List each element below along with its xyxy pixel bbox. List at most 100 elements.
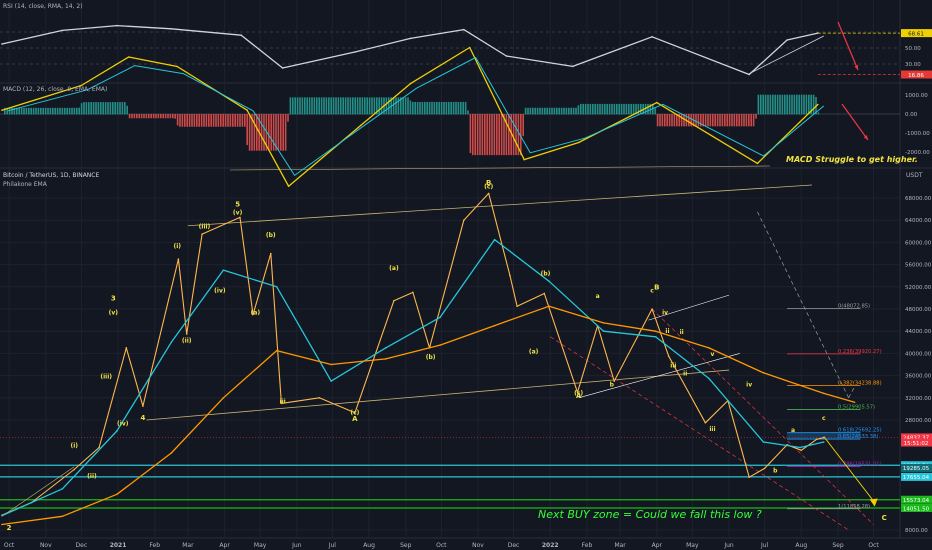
- macd-histogram-bar: [356, 97, 359, 115]
- series-point: [61, 515, 64, 518]
- series-point: [822, 436, 825, 439]
- macd-histogram-bar: [558, 107, 560, 115]
- macd-histogram-bar: [20, 107, 23, 115]
- macd-histogram-bar: [186, 114, 188, 127]
- macd-histogram-bar: [536, 107, 539, 115]
- series-point: [252, 313, 254, 316]
- price-axis-tick-label: 44000.00: [905, 329, 932, 335]
- macd-histogram-bar: [116, 102, 119, 115]
- macd-histogram-bar: [296, 97, 299, 115]
- series-point: [359, 124, 362, 127]
- price-badge[interactable]: [901, 504, 932, 512]
- price-badge[interactable]: [901, 472, 932, 481]
- macd-histogram-bar: [719, 114, 721, 127]
- series-point: [393, 299, 395, 302]
- price-badge[interactable]: [901, 438, 932, 447]
- macd-histogram-bar: [580, 103, 582, 115]
- series-point: [656, 101, 658, 104]
- series-point: [800, 449, 803, 452]
- macd-histogram-bar: [109, 102, 112, 115]
- series-point: [602, 322, 605, 324]
- macd-histogram-bar: [352, 97, 354, 115]
- time-axis-tick-label: Jun: [291, 542, 302, 549]
- macd-histogram-bar: [160, 114, 162, 119]
- macd-histogram-bar: [229, 114, 232, 127]
- series-point: [222, 269, 225, 271]
- macd-histogram-bar: [263, 114, 265, 151]
- macd-histogram-bar: [140, 114, 143, 119]
- indicator-title[interactable]: Philakone EMA: [3, 181, 48, 188]
- time-axis-tick-label: Aug: [363, 542, 375, 549]
- series-point: [704, 421, 707, 424]
- macd-histogram-bar: [788, 94, 791, 115]
- macd-histogram-bar: [28, 107, 30, 115]
- macd-histogram-bar: [59, 107, 61, 115]
- series-point: [799, 446, 801, 449]
- grid-layer: [0, 0, 900, 538]
- macd-histogram-bar: [712, 114, 714, 127]
- macd-histogram-bar: [784, 94, 786, 115]
- macd-histogram-bar: [769, 94, 772, 115]
- macd-histogram-bar: [488, 114, 491, 156]
- macd-histogram-bar: [52, 107, 54, 115]
- macd-histogram-bar: [188, 114, 191, 127]
- wave-label: B: [654, 284, 659, 292]
- series-point: [354, 411, 356, 414]
- macd-histogram-bar: [460, 101, 462, 115]
- series-point: [543, 292, 546, 295]
- price-badge[interactable]: [901, 463, 932, 472]
- series-line[interactable]: [1, 46, 819, 187]
- macd-histogram-bar: [704, 114, 707, 127]
- symbol-title[interactable]: Bitcoin / TetherUS, 1D, BINANCE: [3, 172, 99, 179]
- series-point: [505, 55, 508, 57]
- price-badge[interactable]: [901, 495, 932, 504]
- price-badge[interactable]: [901, 433, 932, 442]
- macd-histogram-bar: [774, 94, 776, 115]
- macd-histogram-bar: [320, 97, 323, 115]
- time-axis-tick-label: Nov: [472, 542, 484, 549]
- fib-golden-zone: [787, 432, 861, 440]
- price-axis-tick-label: 48000.00: [905, 307, 932, 313]
- macd-histogram-bar: [565, 107, 568, 115]
- macd-histogram-bar: [604, 103, 606, 115]
- macd-histogram-bar: [133, 114, 136, 119]
- macd-histogram-bar: [148, 114, 150, 119]
- macd-histogram-bar: [18, 107, 20, 115]
- early-trend-line: [1, 466, 75, 517]
- macd-histogram-bar: [335, 97, 337, 115]
- wave-label: ii: [680, 329, 684, 336]
- series-point: [1, 109, 3, 111]
- macd-histogram-bar: [32, 107, 35, 115]
- macd-histogram-bar: [378, 97, 380, 115]
- macd-histogram-bar: [167, 114, 169, 119]
- flag-line: [648, 294, 730, 321]
- macd-histogram-bar: [373, 97, 376, 115]
- macd-histogram-bar: [40, 107, 42, 115]
- macd-histogram-bar: [332, 97, 335, 115]
- macd-histogram-bar: [548, 107, 551, 115]
- series-line[interactable]: [1, 192, 824, 516]
- macd-histogram-bar: [757, 94, 760, 115]
- macd-histogram-bar: [745, 114, 748, 127]
- series-point: [246, 109, 248, 111]
- series-point: [127, 56, 130, 58]
- macd-histogram-bar: [232, 114, 234, 127]
- macd-histogram-bar: [90, 102, 92, 115]
- macd-histogram-bar: [570, 107, 572, 115]
- macd-histogram-bar: [606, 103, 608, 115]
- macd-histogram-bar: [143, 114, 145, 119]
- macd-histogram-bar: [299, 97, 301, 115]
- macd-histogram-bar: [191, 114, 193, 127]
- macd-note: MACD Struggle to get higher.: [786, 155, 918, 164]
- price-badge-label: 15573.04: [903, 498, 930, 504]
- macd-histogram-bar: [366, 97, 368, 115]
- macd-histogram-bar: [205, 114, 208, 127]
- macd-axis-tick-label: 1000.00: [905, 93, 928, 99]
- price-axis-tick-label: 52000.00: [905, 285, 932, 291]
- macd-histogram-bar: [510, 114, 512, 156]
- macd-histogram-bar: [54, 107, 56, 115]
- macd-histogram-bar: [256, 114, 258, 151]
- macd-histogram-bar: [282, 114, 284, 151]
- macd-histogram-bar: [647, 103, 649, 115]
